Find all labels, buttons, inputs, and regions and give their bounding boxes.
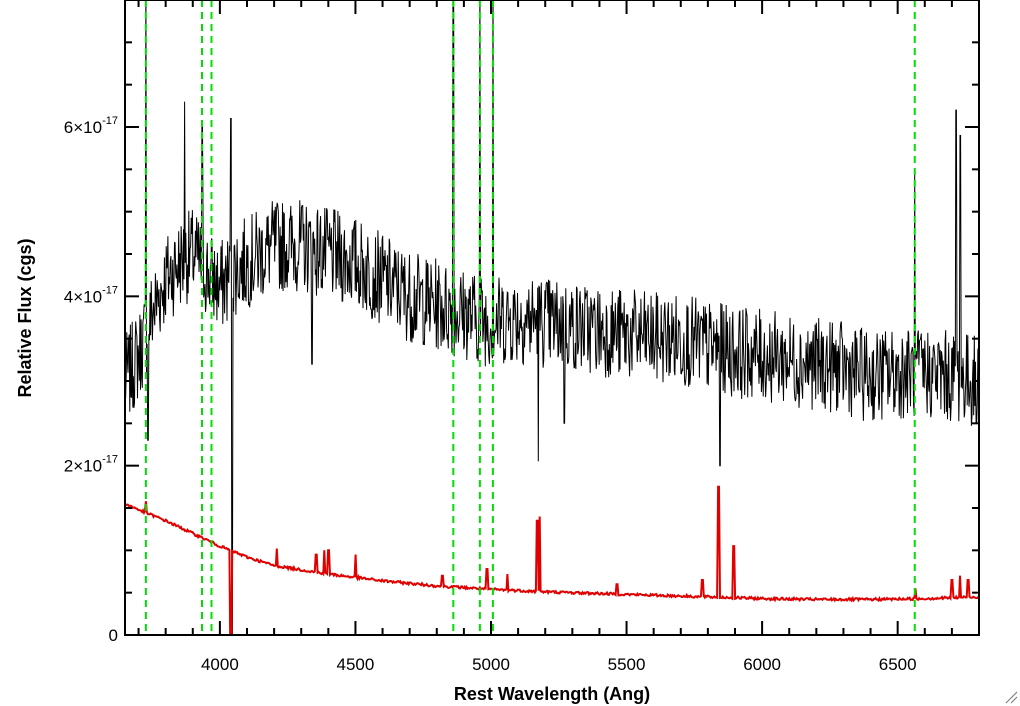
series-layer — [125, 0, 979, 635]
x-tick-label: 5500 — [608, 655, 646, 674]
y-axis: 0 2×10-17 4×10-17 6×10-17 — [64, 0, 979, 645]
x-tick-label: 4500 — [337, 655, 375, 674]
x-tick-label: 6500 — [879, 655, 917, 674]
x-tick-label: 5000 — [472, 655, 510, 674]
y-tick-label: 4×10-17 — [64, 284, 118, 306]
spectrum-series-black — [125, 0, 979, 635]
y-tick-label: 0 — [109, 626, 118, 645]
y-tick-label: 6×10-17 — [64, 115, 118, 137]
x-tick-label: 4000 — [201, 655, 239, 674]
x-tick-label: 6000 — [743, 655, 781, 674]
reference-lines — [144, 0, 916, 635]
x-axis-title: Rest Wavelength (Ang) — [454, 684, 650, 704]
y-tick-label: 2×10-17 — [64, 454, 118, 476]
spectrum-series-red — [125, 485, 979, 635]
x-axis: 4000 4500 5000 5500 6000 6500 — [137, 0, 980, 674]
plot-frame — [124, 0, 980, 636]
resize-grip-icon[interactable] — [1004, 690, 1018, 704]
y-axis-title: Relative Flux (cgs) — [15, 238, 35, 397]
